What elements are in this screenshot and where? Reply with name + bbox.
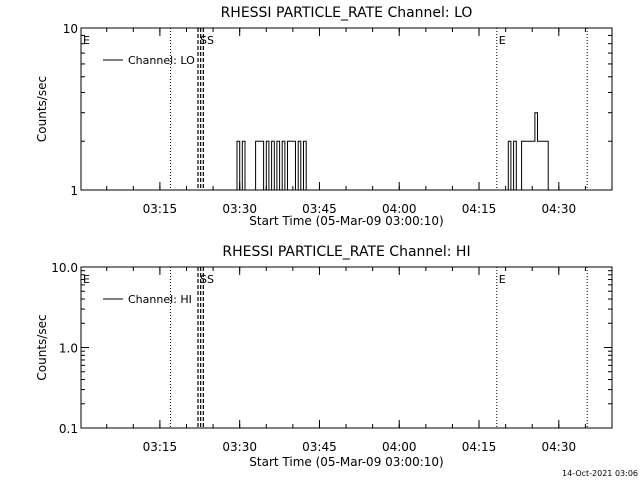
- event-marker-label: E: [499, 34, 506, 47]
- event-marker-label: SS: [200, 34, 214, 47]
- event-marker-label: E: [83, 34, 90, 47]
- x-tick-label: 04:15: [462, 440, 497, 454]
- plot-frame: [80, 266, 613, 429]
- x-tick-label: 03:30: [222, 440, 257, 454]
- x-axis-label: Start Time (05-Mar-09 03:00:10): [249, 214, 443, 228]
- panel-title: RHESSI PARTICLE_RATE Channel: LO: [221, 5, 473, 21]
- x-tick-label: 04:30: [542, 202, 577, 216]
- y-tick-label: 10: [63, 22, 78, 36]
- y-tick-label: 1: [70, 184, 78, 198]
- event-marker-label: E: [83, 273, 90, 286]
- event-marker-label: E: [499, 273, 506, 286]
- x-tick-label: 03:45: [302, 202, 337, 216]
- x-tick-label: 03:30: [222, 202, 257, 216]
- panel-title: RHESSI PARTICLE_RATE Channel: HI: [222, 244, 470, 260]
- y-tick-label: 0.1: [59, 422, 78, 436]
- legend-label: Channel: HI: [128, 293, 192, 306]
- x-tick-label: 03:45: [302, 440, 337, 454]
- x-axis-label: Start Time (05-Mar-09 03:00:10): [249, 455, 443, 469]
- plot-frame: [80, 27, 613, 191]
- x-tick-label: 03:15: [143, 440, 178, 454]
- legend-label: Channel: LO: [128, 54, 195, 67]
- x-tick-label: 03:15: [143, 202, 178, 216]
- x-tick-label: 04:30: [542, 440, 577, 454]
- y-tick-label: 10.0: [51, 261, 78, 275]
- y-tick-label: 1.0: [59, 342, 78, 356]
- event-marker-label: SS: [200, 273, 214, 286]
- x-tick-label: 04:00: [382, 202, 417, 216]
- footer-timestamp: 14-Oct-2021 03:06: [562, 469, 638, 478]
- y-axis-label: Counts/sec: [35, 76, 49, 142]
- y-axis-label: Counts/sec: [35, 314, 49, 380]
- x-tick-label: 04:15: [462, 202, 497, 216]
- series-line: [81, 112, 612, 191]
- x-tick-label: 04:00: [382, 440, 417, 454]
